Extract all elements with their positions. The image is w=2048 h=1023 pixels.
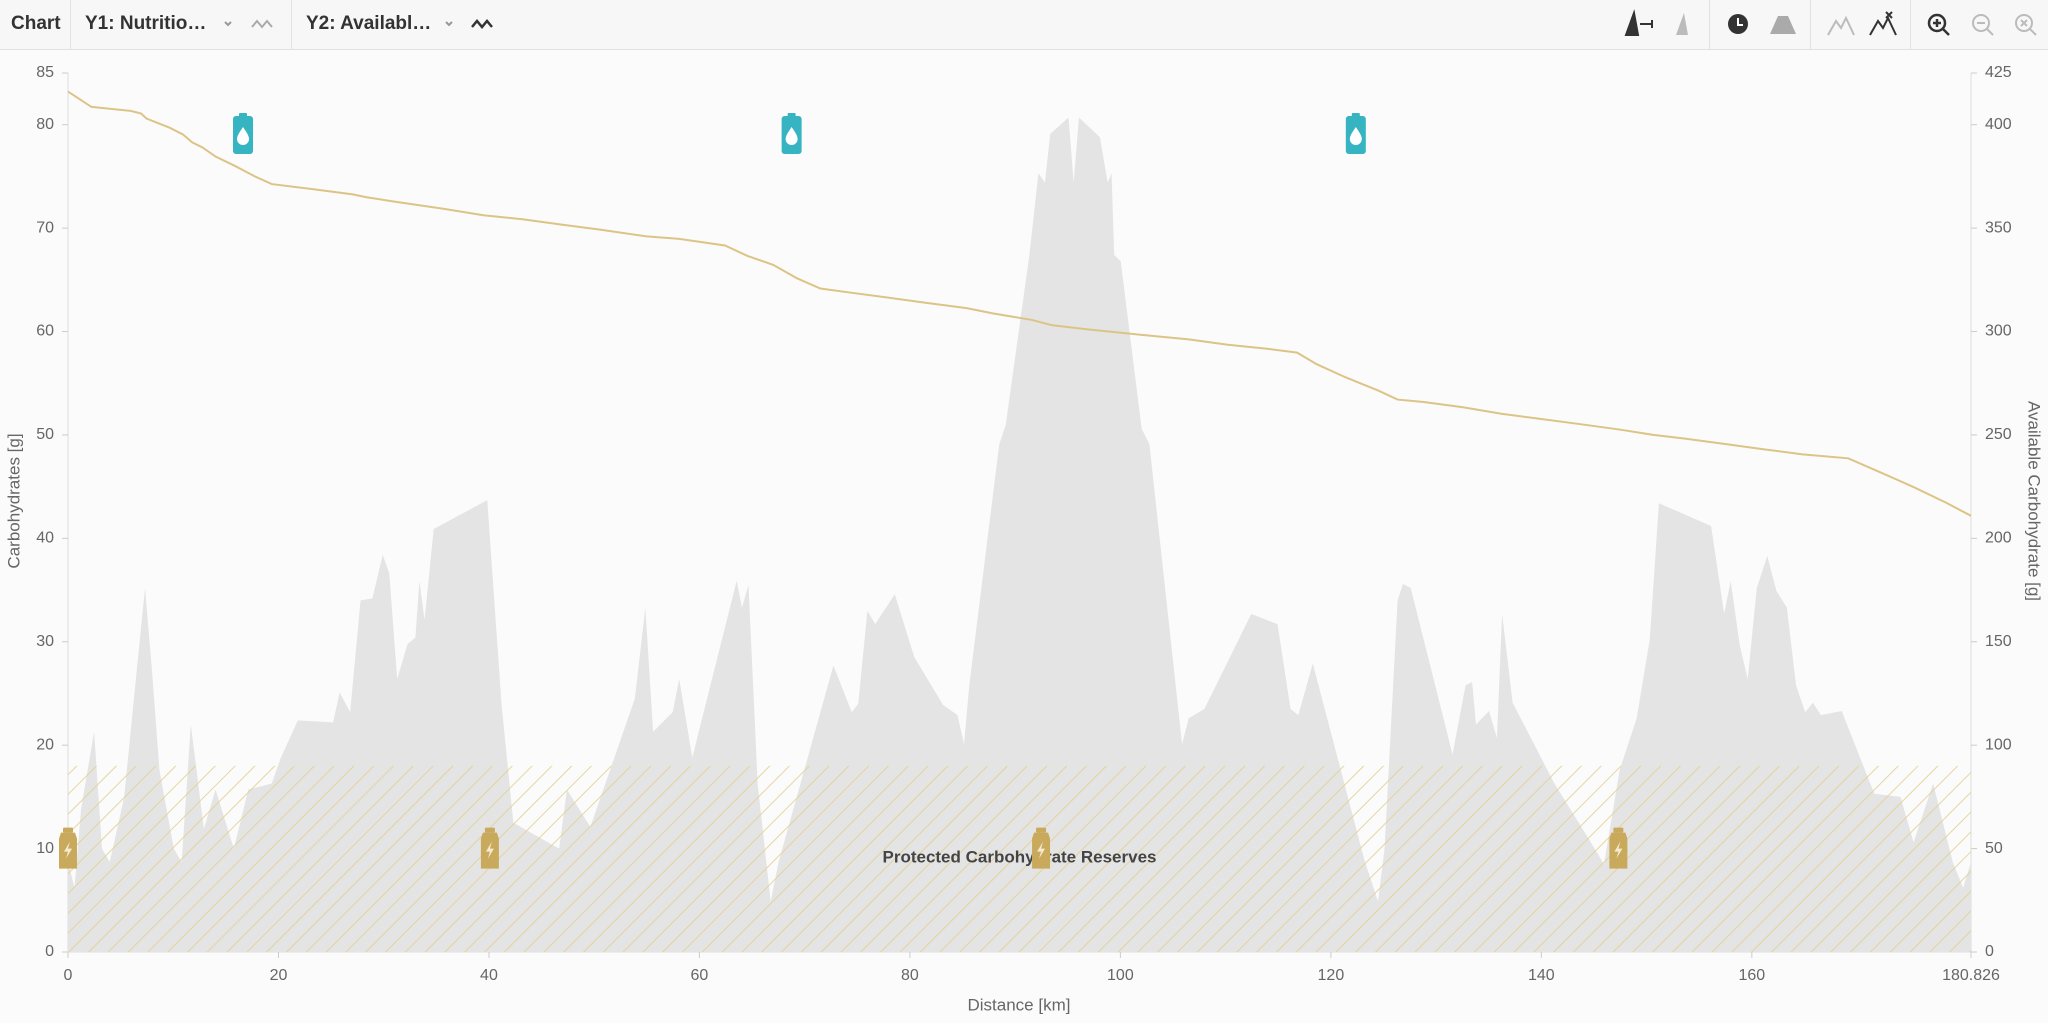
distance-mode[interactable] [1624,9,1653,36]
y-axis-title: Carbohydrates [g] [4,433,23,568]
peaks-show[interactable] [1827,15,1855,36]
y2-tick-label: 100 [1985,736,2012,753]
elevation-mode[interactable] [1676,13,1688,35]
gel-marker [1609,827,1628,869]
x-tick-label: 80 [901,967,919,984]
separator [70,0,71,50]
gel-cap [484,827,495,833]
y2-selector[interactable]: Y2: Availabl… [306,13,432,34]
gel-marker [480,827,499,869]
gel-marker [59,827,77,869]
toolbar-title: Chart [11,13,61,34]
x-tick-label: 0 [64,967,73,984]
elevation-area [68,117,1971,952]
y-tick-label: 20 [36,736,54,753]
gel-cap [1613,827,1624,833]
road-mode[interactable] [1770,16,1796,34]
y1-selector[interactable]: Y1: Nutritio… [85,13,207,34]
gel-marker [1032,827,1051,869]
y-tick-label: 60 [36,323,54,340]
separator [1910,0,1911,50]
droplet [237,127,250,146]
y-tick-label: 50 [36,426,54,443]
gel-cap [63,827,73,833]
y-tick-label: 70 [36,219,54,236]
chevron[interactable] [224,21,453,27]
y-tick-label: 80 [36,116,54,133]
y-tick-label: 0 [45,943,54,960]
drink-marker [233,113,254,155]
x-tick-label: 180.826 [1942,967,2000,984]
y-tick-label: 40 [36,530,54,547]
x-tick-label: 100 [1107,967,1134,984]
line-style-y2[interactable] [471,19,493,29]
plot-area [68,90,1971,952]
y2-tick-label: 250 [1985,426,2012,443]
zoom-reset[interactable] [2015,14,2037,36]
droplet [785,127,798,146]
x-tick-label: 20 [270,967,288,984]
y2-tick-label: 200 [1985,530,2012,547]
toolbar: Chart Y1: Nutritio… Y2: Availabl… [0,0,2048,50]
gel-cap [1036,827,1047,833]
time-mode[interactable] [1728,14,1748,34]
x-tick-label: 160 [1738,967,1765,984]
droplet [1349,127,1362,146]
toolbar-icons [224,9,2037,36]
x-tick-label: 60 [691,967,709,984]
y-tick-label: 85 [36,64,54,81]
y-tick-label: 30 [36,633,54,650]
bolt [1614,841,1623,859]
y2-tick-label: 350 [1985,219,2012,236]
line-style-y1[interactable] [251,19,273,29]
y2-tick-label: 50 [1985,840,2003,857]
y-tick-label: 10 [36,840,54,857]
y2-tick-label: 0 [1985,943,1994,960]
chart: Distance [km] Carbohydrates [g] Availabl… [4,64,2044,1014]
protected-reserve [68,765,1971,952]
x-tick-label: 40 [480,967,498,984]
y2-tick-label: 300 [1985,323,2012,340]
y2-tick-label: 150 [1985,633,2012,650]
x-tick-label: 140 [1528,967,1555,984]
y2-axis-title: Available Carbohydrate [g] [2025,401,2044,601]
y2-tick-label: 400 [1985,116,2012,133]
y2-tick-label: 425 [1985,64,2012,81]
zoom-in[interactable] [1927,13,1950,36]
x-tick-label: 120 [1318,967,1345,984]
drink-marker [781,113,802,155]
reserve-label: Protected Carbohydrate Reserves [882,847,1156,866]
peaks-hide[interactable] [1869,11,1897,36]
separator [291,0,292,50]
drink-marker [1345,113,1366,155]
x-axis-title: Distance [km] [968,995,1071,1014]
carbohydrate-line [68,90,1971,517]
zoom-out[interactable] [1972,14,1994,36]
bolt [1037,841,1046,859]
separator [1810,0,1811,50]
separator [1709,0,1710,50]
bolt [64,841,72,859]
bolt [485,841,494,859]
